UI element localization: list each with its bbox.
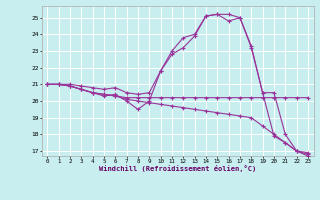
X-axis label: Windchill (Refroidissement éolien,°C): Windchill (Refroidissement éolien,°C) [99, 165, 256, 172]
